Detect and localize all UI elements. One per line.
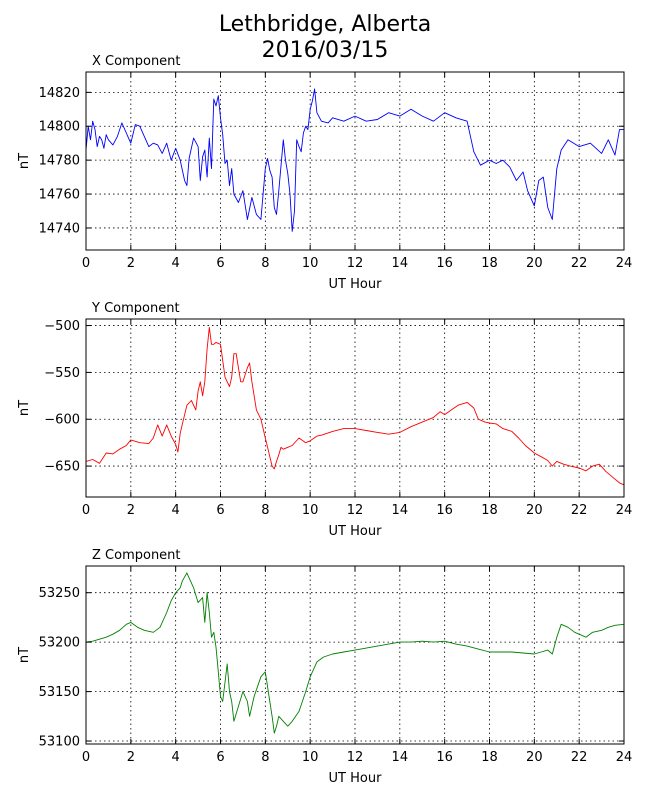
y-tick-label: 53200	[39, 636, 80, 651]
data-series-line	[85, 572, 625, 734]
x-tick-label: 18	[481, 750, 498, 765]
x-tick-label: 22	[571, 256, 588, 271]
x-tick-label: 16	[436, 750, 453, 765]
y-tick-label: −500	[44, 319, 80, 334]
panel-title: Y Component	[91, 301, 180, 316]
y-axis-label: nT	[17, 153, 32, 169]
y-tick-label: 53250	[39, 586, 80, 601]
x-tick-label: 0	[82, 750, 90, 765]
panel-title: X Component	[92, 54, 181, 69]
x-tick-label: 12	[347, 256, 364, 271]
data-series-line	[85, 326, 625, 486]
y-axis-label: nT	[17, 647, 32, 663]
y-tick-label: 53100	[39, 735, 80, 750]
x-tick-label: 6	[216, 256, 224, 271]
y-axis-label: nT	[17, 400, 32, 416]
x-tick-label: 8	[261, 503, 269, 518]
x-tick-label: 10	[302, 256, 319, 271]
x-tick-label: 8	[261, 750, 269, 765]
x-tick-label: 24	[616, 503, 633, 518]
chart-subtitle: 2016/03/15	[261, 38, 389, 63]
x-tick-label: 6	[216, 503, 224, 518]
y-tick-label: 14820	[39, 86, 80, 101]
y-tick-label: −550	[44, 366, 80, 381]
x-tick-label: 0	[82, 256, 90, 271]
x-tick-label: 14	[392, 503, 409, 518]
y-tick-label: 14740	[39, 221, 80, 236]
x-axis-label: UT Hour	[329, 524, 383, 539]
x-tick-label: 10	[302, 503, 319, 518]
x-tick-label: 2	[127, 750, 135, 765]
x-tick-label: 12	[347, 750, 364, 765]
y-tick-label: 14760	[39, 188, 80, 203]
x-tick-label: 2	[127, 256, 135, 271]
x-tick-label: 4	[172, 503, 180, 518]
x-tick-label: 14	[392, 750, 409, 765]
plot-frame	[85, 565, 625, 745]
chart-title: Lethbridge, Alberta	[218, 12, 432, 37]
x-tick-label: 4	[172, 256, 180, 271]
x-tick-label: 0	[82, 503, 90, 518]
plot-frame	[85, 71, 625, 251]
x-tick-label: 20	[526, 750, 543, 765]
x-tick-label: 20	[526, 256, 543, 271]
x-tick-label: 16	[436, 503, 453, 518]
plot-frame	[85, 318, 625, 498]
x-tick-label: 16	[436, 256, 453, 271]
y-tick-label: 53150	[39, 685, 80, 700]
x-tick-label: 20	[526, 503, 543, 518]
x-tick-label: 14	[392, 256, 409, 271]
data-series-line	[85, 88, 624, 232]
panel-title: Z Component	[92, 548, 181, 563]
x-tick-label: 18	[481, 503, 498, 518]
x-tick-label: 22	[571, 750, 588, 765]
x-tick-label: 2	[127, 503, 135, 518]
x-tick-label: 4	[172, 750, 180, 765]
x-tick-label: 8	[261, 256, 269, 271]
y-tick-label: −600	[44, 413, 80, 428]
x-axis-label: UT Hour	[329, 277, 383, 292]
y-tick-label: −650	[44, 460, 80, 475]
x-tick-label: 12	[347, 503, 364, 518]
x-tick-label: 24	[616, 750, 633, 765]
x-tick-label: 18	[481, 256, 498, 271]
x-axis-label: UT Hour	[329, 771, 383, 786]
y-tick-label: 14780	[39, 154, 80, 169]
y-tick-label: 14800	[39, 120, 80, 135]
x-tick-label: 10	[302, 750, 319, 765]
x-tick-label: 22	[571, 503, 588, 518]
x-tick-label: 6	[216, 750, 224, 765]
x-tick-label: 24	[616, 256, 633, 271]
